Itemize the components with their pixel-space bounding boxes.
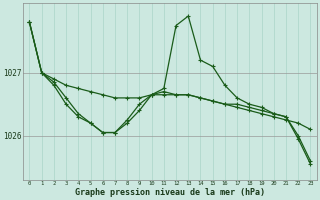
X-axis label: Graphe pression niveau de la mer (hPa): Graphe pression niveau de la mer (hPa) bbox=[75, 188, 265, 197]
